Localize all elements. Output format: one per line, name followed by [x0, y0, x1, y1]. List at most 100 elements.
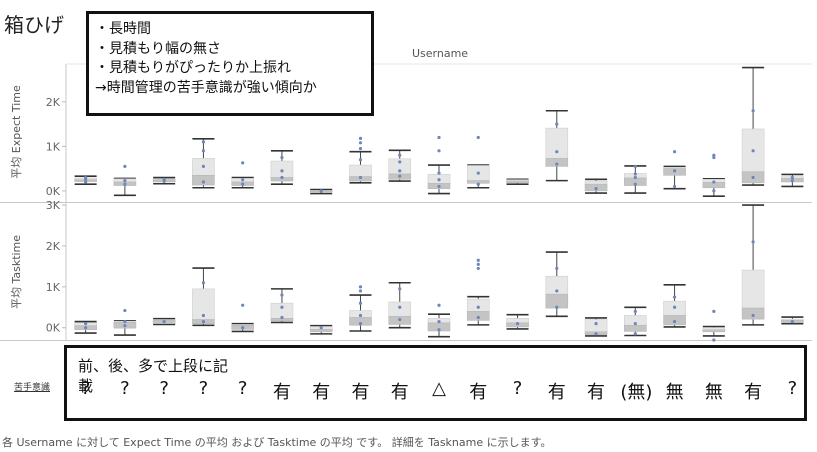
data-point	[790, 179, 794, 183]
data-point	[437, 328, 441, 332]
data-point	[319, 326, 323, 330]
tasktime-axis-title: 平均 Tasktime	[10, 234, 23, 310]
annotation-line: ・長時間	[95, 21, 151, 37]
weakness-label: (無)	[620, 382, 653, 403]
data-point	[672, 305, 677, 309]
data-point	[476, 182, 480, 186]
data-point	[633, 172, 637, 176]
box-lower	[349, 317, 372, 326]
data-point	[201, 149, 206, 153]
data-point	[241, 182, 245, 186]
data-point	[123, 179, 127, 183]
data-point	[555, 162, 559, 166]
data-point	[358, 285, 363, 289]
data-point	[672, 184, 677, 189]
bottom-note: 前、後、多で上段に記載	[78, 357, 229, 395]
weakness-label: 有	[272, 382, 291, 403]
data-point	[123, 319, 127, 324]
box-upper	[388, 301, 412, 317]
y-tick-label: 1K	[46, 281, 61, 294]
data-point	[712, 309, 716, 313]
annotation-line: →時間管理の苦手意識が強い傾向か	[95, 79, 317, 96]
data-point	[751, 240, 755, 244]
annotation-line: ・見積もり幅の無さ	[95, 40, 221, 57]
data-point	[751, 313, 755, 318]
data-point	[280, 175, 284, 180]
data-point	[437, 171, 441, 175]
weakness-label: 有	[469, 382, 488, 403]
data-point	[515, 322, 520, 326]
data-point	[241, 161, 245, 165]
data-point	[280, 293, 284, 297]
weakness-label: 有	[351, 382, 370, 403]
data-point	[437, 135, 441, 140]
data-point	[437, 178, 441, 182]
data-point	[358, 301, 363, 305]
weakness-label: 有	[587, 382, 606, 403]
weakness-label: ?	[512, 378, 523, 399]
box-lower	[702, 329, 726, 333]
data-point	[555, 150, 559, 154]
weakness-label: △	[432, 378, 446, 399]
y-tick-label: 3K	[46, 199, 61, 212]
data-point	[633, 309, 637, 313]
column-header-username: Username	[412, 47, 469, 60]
box-lower	[624, 324, 647, 332]
data-point	[358, 158, 363, 162]
data-point	[398, 153, 402, 157]
box-lower	[545, 158, 569, 167]
data-point	[633, 322, 637, 326]
data-point	[358, 175, 363, 180]
weakness-label: 有	[744, 382, 763, 403]
data-point	[476, 258, 480, 262]
weakness-label: 無	[704, 382, 723, 403]
data-point	[84, 180, 88, 184]
data-point	[672, 150, 677, 154]
data-point	[280, 169, 284, 173]
data-point	[241, 178, 245, 182]
box-upper	[584, 319, 608, 333]
data-point	[280, 155, 284, 160]
data-point	[123, 308, 127, 313]
data-point	[123, 164, 127, 168]
data-point	[712, 155, 716, 160]
data-point	[398, 287, 402, 291]
data-point	[123, 182, 127, 186]
data-point	[162, 177, 166, 181]
page-title: 箱ひげ	[4, 13, 64, 37]
weakness-label: ?	[787, 378, 798, 399]
data-point	[398, 169, 402, 173]
data-point	[358, 313, 363, 318]
data-point	[201, 180, 206, 184]
box-upper	[545, 127, 569, 159]
data-point	[201, 313, 206, 318]
data-point	[555, 266, 559, 271]
box-lower	[309, 329, 333, 333]
chart-caption: 各 Username に対して Expect Time の平均 および Task…	[2, 436, 552, 449]
data-point	[437, 319, 441, 324]
box-lower	[741, 307, 765, 320]
data-point	[672, 295, 677, 299]
weakness-label-box: 前、後、多で上段に記載 ????? 有有有有 △ 有? 有有 (無) 無無有?	[64, 345, 807, 421]
data-point	[790, 175, 794, 180]
weakness-label: ?	[198, 378, 209, 399]
data-point	[751, 175, 755, 180]
y-tick-label: 2K	[46, 240, 61, 253]
y-tick-label: 0K	[46, 185, 61, 198]
data-point	[123, 324, 127, 328]
data-point	[241, 326, 245, 330]
data-point	[594, 322, 598, 326]
weakness-label: 無	[665, 382, 684, 403]
data-point	[358, 289, 363, 293]
data-point	[398, 317, 402, 322]
expect-time-axis-title: 平均 Expect Time	[10, 85, 23, 179]
data-point	[84, 322, 88, 326]
data-point	[594, 187, 598, 191]
data-point	[280, 305, 284, 309]
data-point	[672, 319, 677, 324]
weakness-label: 有	[312, 382, 331, 403]
weakness-row-label[interactable]: 苦手意識	[14, 383, 51, 393]
box-lower	[466, 311, 490, 321]
data-point	[476, 135, 480, 140]
weakness-label: ?	[159, 378, 169, 399]
